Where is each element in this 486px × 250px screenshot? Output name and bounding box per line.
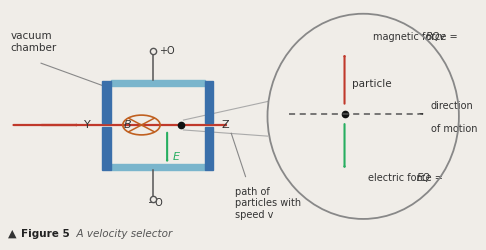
Text: path of
particles with
speed v: path of particles with speed v: [235, 187, 301, 220]
Text: electric force =: electric force =: [368, 173, 446, 183]
Bar: [111, 164, 205, 170]
Text: vacuum
chamber: vacuum chamber: [11, 31, 57, 53]
Text: +O: +O: [159, 46, 174, 56]
Bar: [111, 80, 205, 86]
Text: B: B: [123, 120, 131, 130]
Text: Y: Y: [84, 120, 90, 130]
Text: direction: direction: [431, 102, 474, 112]
Text: BQv: BQv: [426, 32, 446, 42]
Text: of motion: of motion: [431, 124, 477, 134]
Text: E: E: [173, 152, 180, 162]
Text: magnetic force =: magnetic force =: [373, 32, 460, 42]
Bar: [102, 128, 111, 170]
Bar: [102, 80, 111, 122]
Bar: [205, 128, 213, 170]
Text: ▲: ▲: [8, 229, 17, 239]
Text: A velocity selector: A velocity selector: [70, 229, 173, 239]
Text: EQ: EQ: [417, 173, 431, 183]
Text: Figure 5: Figure 5: [21, 229, 70, 239]
Text: particle: particle: [351, 79, 391, 89]
Bar: [205, 80, 213, 122]
Text: −O: −O: [148, 198, 164, 208]
Text: Z: Z: [222, 120, 229, 130]
